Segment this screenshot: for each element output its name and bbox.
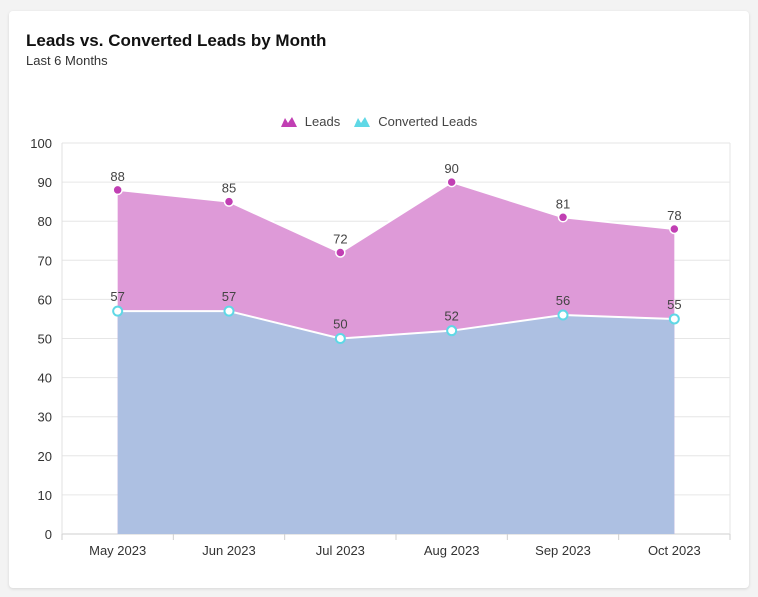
leads-point	[669, 223, 680, 235]
y-tick-label: 60	[38, 292, 52, 307]
leads-point	[223, 196, 235, 207]
x-tick-label: Jun 2023	[202, 543, 256, 558]
leads-point	[112, 184, 123, 196]
leads-point	[335, 247, 346, 258]
converted-leads-data-label: 55	[667, 297, 681, 312]
y-tick-label: 50	[38, 332, 52, 347]
leads-data-label: 90	[444, 161, 458, 176]
leads-point	[557, 212, 569, 223]
chart-title: Leads vs. Converted Leads by Month	[26, 31, 327, 50]
y-tick-label: 30	[38, 410, 52, 425]
chart-subtitle: Last 6 Months	[26, 53, 108, 68]
y-tick-label: 20	[38, 449, 52, 464]
y-tick-label: 70	[38, 253, 52, 268]
leads-data-label: 78	[667, 208, 681, 223]
x-tick-label: Sep 2023	[535, 543, 591, 558]
leads-data-label: 72	[333, 231, 347, 246]
converted-leads-data-label: 57	[222, 289, 236, 304]
converted-leads-data-label: 52	[444, 309, 458, 324]
leads-data-label: 88	[110, 169, 124, 184]
converted-leads-point	[557, 309, 569, 321]
converted-leads-legend-icon	[354, 116, 371, 127]
y-tick-label: 40	[38, 371, 52, 386]
legend-item-converted-leads[interactable]: Converted Leads	[354, 114, 477, 129]
chart-legend: Leads Converted Leads	[9, 114, 749, 129]
leads-point	[446, 176, 457, 188]
x-tick-label: Aug 2023	[424, 543, 480, 558]
y-tick-label: 0	[45, 527, 52, 542]
converted-leads-area	[117, 311, 675, 534]
converted-leads-point	[668, 313, 680, 325]
legend-label-converted-leads: Converted Leads	[378, 114, 478, 129]
x-tick-label: Jul 2023	[316, 543, 365, 558]
converted-leads-data-label: 50	[333, 317, 347, 332]
legend-item-leads[interactable]: Leads	[280, 114, 341, 129]
legend-label-leads: Leads	[304, 114, 341, 129]
converted-leads-point	[223, 305, 235, 317]
converted-leads-data-label: 56	[556, 293, 570, 308]
x-tick-label: May 2023	[89, 543, 146, 558]
y-tick-label: 80	[38, 214, 52, 229]
converted-leads-data-label: 57	[110, 289, 124, 304]
y-tick-label: 90	[38, 175, 52, 190]
converted-leads-line	[117, 310, 675, 340]
leads-data-label: 85	[222, 181, 236, 196]
leads-line	[117, 181, 675, 254]
y-tick-label: 100	[30, 136, 52, 151]
y-tick-label: 10	[38, 488, 52, 503]
x-tick-label: Oct 2023	[648, 543, 701, 558]
leads-data-label: 81	[556, 196, 570, 211]
leads-legend-icon	[280, 116, 297, 127]
converted-leads-point	[112, 305, 124, 317]
converted-leads-point	[446, 325, 458, 337]
converted-leads-point	[334, 333, 346, 344]
